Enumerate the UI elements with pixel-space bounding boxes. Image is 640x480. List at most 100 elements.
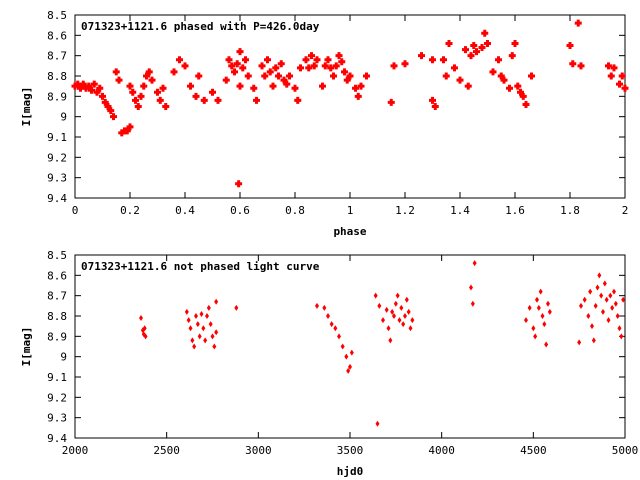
data-point [397,317,402,324]
data-point [294,96,302,104]
data-point [118,129,126,137]
data-point [617,325,622,332]
data-point [514,82,522,90]
x-tick-label: 3000 [245,444,272,457]
data-point [605,62,612,70]
data-point [621,84,629,92]
y-axis-label: I[mag] [20,327,33,367]
data-point [79,80,87,88]
data-point [586,313,591,319]
data-point [156,96,164,104]
data-point [429,96,436,104]
data-point [404,296,409,303]
data-point [346,72,354,80]
data-point [123,127,131,135]
data-point [352,84,359,92]
data-point [384,306,389,313]
data-point [340,343,345,350]
data-point [313,56,321,64]
y-axis-label: I[mag] [20,87,33,127]
y-tick-label: 8.9 [47,90,67,103]
data-point [544,341,549,348]
data-point [235,180,243,188]
data-point [489,68,497,76]
data-point [574,19,582,27]
x-tick-label: 4000 [428,444,455,457]
data-point [126,123,134,131]
y-tick-label: 8.5 [47,9,67,22]
data-point [616,80,623,88]
data-point [602,280,607,287]
data-point [190,337,195,344]
data-point [440,56,447,64]
data-point [126,82,134,90]
y-tick-label: 8.5 [47,249,67,262]
data-point [184,308,189,315]
y-tick-label: 9.1 [47,371,67,384]
data-point [90,80,98,88]
data-point [341,68,348,76]
data-point [473,48,480,56]
data-point [582,296,587,303]
data-point [536,304,541,311]
data-point [337,333,341,340]
data-point [547,308,552,315]
plot-title: 071323+1121.6 not phased light curve [81,260,320,273]
data-point [187,82,194,90]
data-point [618,72,626,80]
data-point [390,308,395,315]
data-point [143,72,150,80]
data-point [470,42,478,49]
data-point [302,56,310,64]
data-point [333,325,338,332]
data-point [222,76,230,84]
y-tick-label: 9.4 [47,432,67,445]
data-point [250,84,258,92]
y-tick-label: 9 [60,111,67,124]
data-point [324,56,332,64]
data-point [511,39,519,47]
data-point [610,64,618,72]
data-point [275,72,282,80]
data-point [577,339,582,346]
data-point [110,113,117,121]
data-point [305,64,313,72]
x-tick-label: 1 [347,204,354,217]
data-point [386,325,391,332]
data-point [612,288,616,295]
data-point [595,284,600,291]
y-tick-label: 9.3 [47,172,67,185]
data-point [495,56,502,64]
data-point [608,292,613,299]
data-point [203,337,208,344]
x-tick-label: 1.4 [450,204,470,217]
data-point [239,64,247,72]
data-point [162,103,170,110]
data-point [399,304,404,311]
data-point [225,56,233,64]
data-point [375,420,380,427]
data-point [181,62,189,70]
data-point [234,304,239,311]
y-tick-label: 9.3 [47,412,67,425]
x-tick-label: 1.8 [560,204,580,217]
x-tick-label: 2 [622,204,629,217]
data-point [269,82,277,90]
x-tick-label: 0.8 [285,204,305,217]
data-point [401,321,406,328]
y-tick-label: 9.1 [47,131,67,144]
data-point [82,84,90,92]
data-point [277,60,285,68]
data-point [610,304,615,311]
data-point [319,82,326,90]
data-point [88,86,95,94]
unphased-light-curve-panel: 2000 2500 3000 3500 4000 4500 5000 8.5 8.6 8.7 8.8… [20,249,638,478]
data-point [112,68,120,76]
data-point [344,353,349,360]
data-point [315,302,319,309]
data-point [335,52,343,60]
data-point [176,56,183,64]
data-point [601,308,605,315]
data-point [373,292,378,299]
data-point [74,80,82,88]
